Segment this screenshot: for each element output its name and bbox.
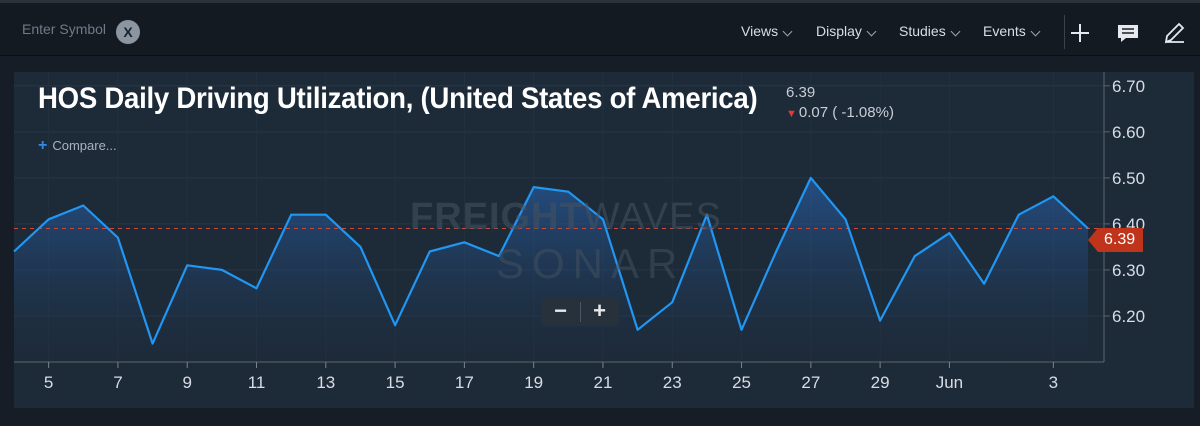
plus-icon xyxy=(1071,24,1089,42)
display-menu[interactable]: Display xyxy=(816,23,877,39)
x-tick-label: Jun xyxy=(936,373,963,392)
y-tick-label: 6.20 xyxy=(1112,307,1145,326)
studies-menu-label: Studies xyxy=(899,23,946,39)
y-tick-label: 6.50 xyxy=(1112,169,1145,188)
x-tick-label: 17 xyxy=(455,373,474,392)
display-menu-label: Display xyxy=(816,23,862,39)
x-tick-label: 27 xyxy=(801,373,820,392)
zoom-divider xyxy=(580,302,581,322)
comment-icon xyxy=(1118,25,1138,42)
add-button[interactable] xyxy=(1066,19,1094,47)
pencil-icon xyxy=(1164,22,1185,44)
compare-label: Compare... xyxy=(52,138,117,153)
watermark-logo: FREIGHTWAVES xyxy=(410,196,722,239)
top-toolbar: Enter Symbol X Views Display Studies Eve… xyxy=(0,0,1200,56)
x-tick-label: 7 xyxy=(113,373,122,392)
symbol-input[interactable]: Enter Symbol xyxy=(22,21,107,37)
last-price-badge: 6.39 xyxy=(1087,228,1144,252)
events-menu[interactable]: Events xyxy=(983,23,1041,39)
views-menu-label: Views xyxy=(741,23,779,39)
plus-icon: + xyxy=(38,137,48,154)
x-tick-label: 11 xyxy=(248,373,266,392)
x-tick-label: 25 xyxy=(732,373,751,392)
studies-menu[interactable]: Studies xyxy=(899,23,961,39)
zoom-control: − + xyxy=(541,298,619,326)
draw-button[interactable] xyxy=(1160,19,1188,47)
x-tick-label: 9 xyxy=(182,373,191,392)
x-tick-label: 3 xyxy=(1049,373,1058,392)
clear-symbol-button[interactable]: X xyxy=(116,20,140,44)
last-value: 6.39 xyxy=(786,84,816,101)
series-line xyxy=(13,176,1089,345)
events-menu-label: Events xyxy=(983,23,1026,39)
toolbar-divider xyxy=(1064,15,1065,49)
series-area xyxy=(14,177,1088,362)
change-value: ▼ 0.07 ( -1.08%) xyxy=(786,104,894,121)
x-tick-label: 19 xyxy=(524,373,543,392)
chart-title: HOS Daily Driving Utilization, (United S… xyxy=(38,82,758,115)
compare-button[interactable]: + Compare... xyxy=(38,137,117,155)
x-tick-label: 29 xyxy=(871,373,890,392)
watermark-sonar: SONAR xyxy=(496,240,686,287)
y-tick-label: 6.60 xyxy=(1112,123,1145,142)
y-tick-label: 6.30 xyxy=(1112,261,1145,280)
comment-button[interactable] xyxy=(1114,19,1142,47)
x-tick-label: 21 xyxy=(594,373,613,392)
watermark-freight: FREIGHT xyxy=(410,196,584,238)
change-text: 0.07 ( -1.08%) xyxy=(798,104,894,121)
watermark-waves: WAVES xyxy=(583,196,722,238)
x-tick-label: 5 xyxy=(44,373,53,392)
zoom-in-button[interactable]: + xyxy=(593,298,606,323)
x-tick-label: 15 xyxy=(386,373,405,392)
y-tick-label: 6.70 xyxy=(1112,77,1145,96)
x-tick-label: 23 xyxy=(663,373,682,392)
zoom-out-button[interactable]: − xyxy=(554,298,567,323)
x-tick-label: 13 xyxy=(316,373,335,392)
down-arrow-icon: ▼ xyxy=(786,108,797,120)
views-menu[interactable]: Views xyxy=(741,23,793,39)
